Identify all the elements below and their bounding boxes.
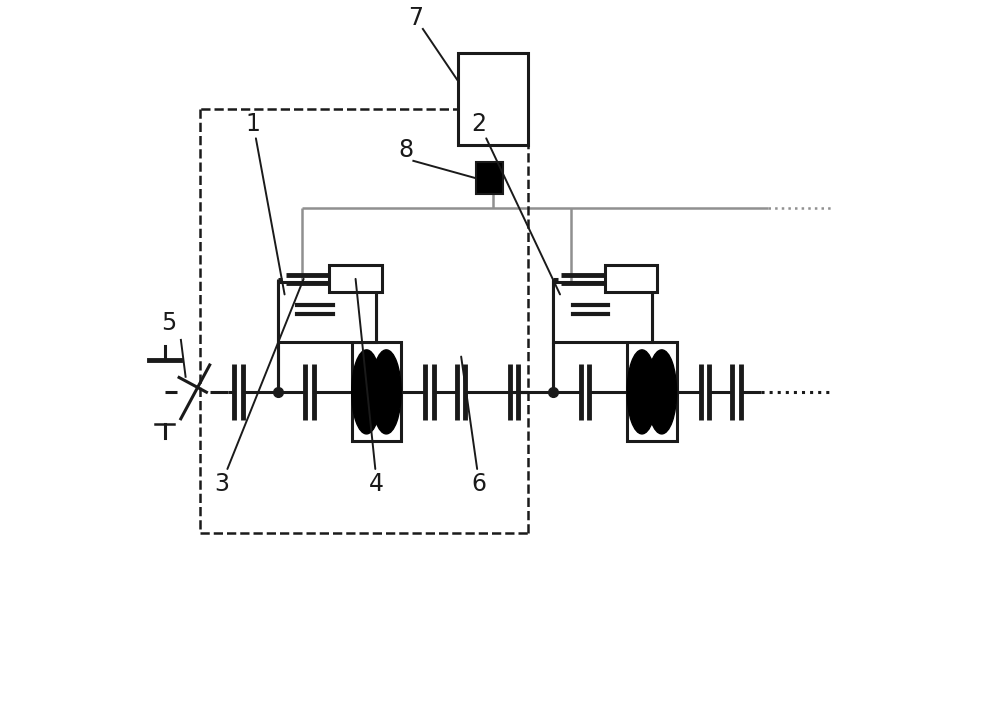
Bar [553,282,652,342]
Text: 8: 8 [398,138,413,162]
Bar [329,266,382,293]
Text: 1: 1 [246,111,285,294]
Bar [476,162,503,194]
Bar [627,342,677,441]
Bar [605,266,657,293]
Text: 4: 4 [356,279,384,496]
Ellipse shape [627,350,657,434]
Text: 7: 7 [408,6,423,30]
Ellipse shape [647,350,677,434]
Bar [278,282,376,342]
Bar [352,342,401,441]
Ellipse shape [352,350,381,434]
Bar [369,371,384,413]
Text: 3: 3 [214,279,304,496]
Bar [458,53,528,145]
Bar [644,371,660,413]
Text: 5: 5 [161,312,176,336]
Text: 6: 6 [461,357,487,496]
Ellipse shape [371,350,401,434]
Text: 2: 2 [472,111,560,294]
